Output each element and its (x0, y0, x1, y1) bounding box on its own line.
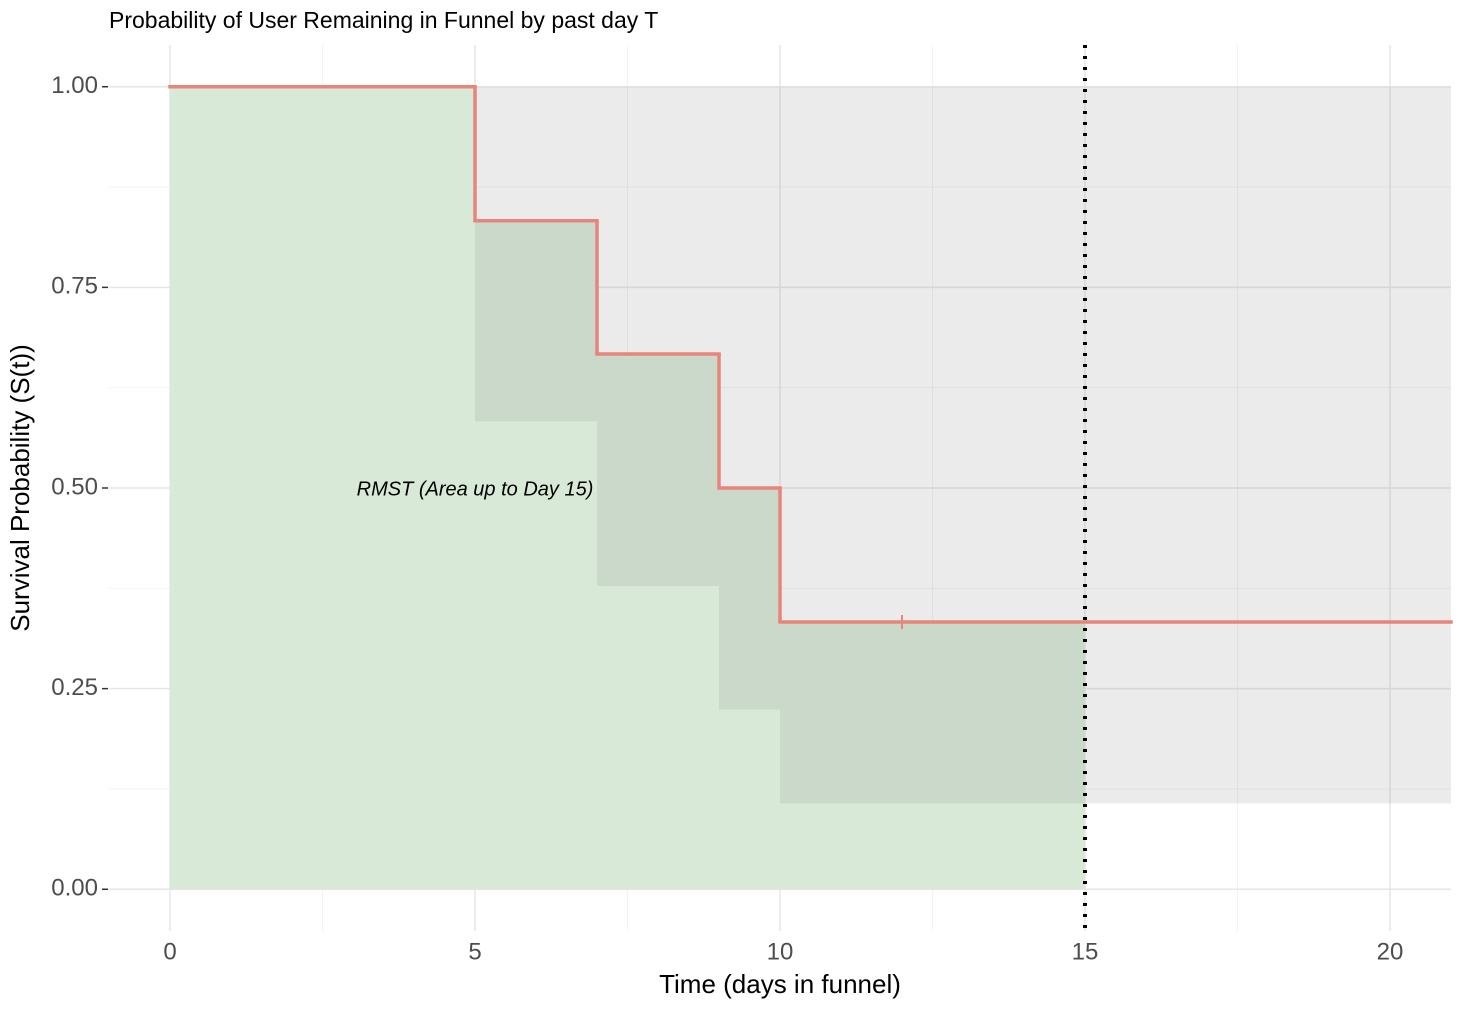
x-tick-label: 5 (468, 938, 481, 965)
y-tick-label: 0.25 (51, 674, 98, 701)
x-tick-label: 20 (1377, 938, 1404, 965)
y-tick-label: 0.50 (51, 473, 98, 500)
confidence-band (719, 86, 780, 710)
confidence-band (780, 86, 1451, 804)
y-tick-label: 0.00 (51, 875, 98, 902)
y-tick-label: 0.75 (51, 273, 98, 300)
confidence-band (475, 86, 597, 422)
chart-title: Probability of User Remaining in Funnel … (109, 7, 658, 33)
y-axis-title: Survival Probability (S(t)) (5, 344, 35, 632)
x-tick-label: 0 (163, 938, 176, 965)
rmst-area (475, 220, 597, 890)
rmst-area (780, 622, 1085, 890)
x-axis-title: Time (days in funnel) (659, 969, 901, 999)
rmst-area (719, 488, 780, 890)
x-tick-label: 15 (1072, 938, 1099, 965)
confidence-band (597, 86, 719, 586)
y-tick-label: 1.00 (51, 72, 98, 99)
rmst-area (170, 86, 475, 890)
censor-mark (895, 615, 909, 630)
annotation: RMST (Area up to Day 15) (357, 478, 594, 500)
x-tick-label: 10 (767, 938, 794, 965)
rmst-area (597, 353, 719, 890)
